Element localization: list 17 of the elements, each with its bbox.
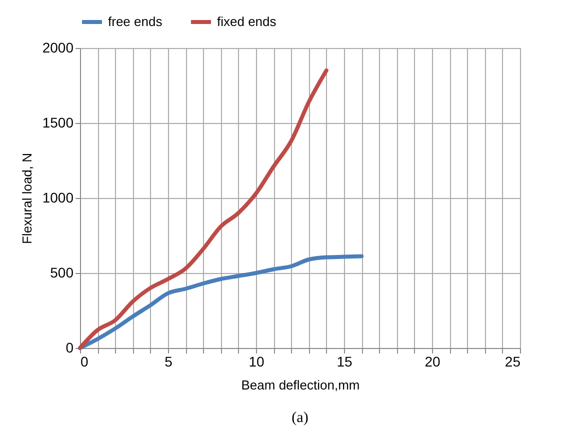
y-tick-label: 1000 bbox=[42, 190, 74, 206]
y-tick-label: 500 bbox=[50, 264, 74, 280]
legend-label: free ends bbox=[108, 14, 163, 29]
legend-label: fixed ends bbox=[217, 14, 277, 29]
x-axis-title: Beam deflection,mm bbox=[241, 378, 360, 392]
x-tick-label: 25 bbox=[504, 354, 521, 370]
x-tick-label: 10 bbox=[248, 354, 264, 370]
x-tick-label: 0 bbox=[80, 354, 88, 370]
y-tick-label: 2000 bbox=[42, 40, 74, 56]
x-tick-label: 20 bbox=[424, 354, 440, 370]
y-tick-label: 1500 bbox=[42, 114, 74, 130]
y-axis-title: Flexural load, N bbox=[19, 152, 34, 244]
x-tick-label: 15 bbox=[336, 354, 352, 370]
x-tick-label: 5 bbox=[164, 354, 173, 370]
y-tick-label: 0 bbox=[66, 340, 74, 356]
text: (a) bbox=[292, 410, 308, 426]
line-series bbox=[78, 68, 328, 350]
